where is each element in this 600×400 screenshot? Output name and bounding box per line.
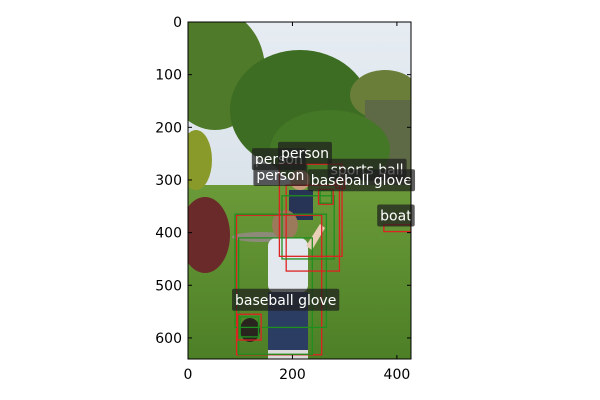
label-person: person	[253, 163, 308, 186]
axes-frame	[187, 21, 412, 360]
label-background	[277, 141, 332, 164]
y-tick-label: 400	[155, 226, 182, 242]
yellow-bush	[188, 130, 212, 190]
near-child-head	[272, 210, 298, 240]
red-hedge	[188, 197, 230, 273]
y-tick-label: 600	[155, 331, 182, 347]
label-baseball-glove: baseball glove	[232, 288, 340, 311]
label-text: person	[256, 168, 304, 184]
y-axis: 0 100 200 300 400 500 600	[155, 15, 411, 347]
label-text: person	[281, 146, 329, 162]
y-tick-label: 200	[155, 120, 182, 136]
near-child-arm	[306, 224, 325, 250]
y-tick-label: 300	[155, 173, 182, 189]
bbox-baseball-glove	[239, 316, 260, 338]
x-tick-label: 200	[279, 367, 306, 383]
y-tick-label: 0	[173, 15, 182, 31]
label-background	[377, 204, 415, 227]
y-tick-label: 100	[155, 68, 182, 84]
near-child-shirt	[268, 238, 308, 293]
bbox-person	[278, 163, 343, 257]
near-glove	[240, 318, 260, 342]
x-tick-label: 0	[184, 367, 193, 383]
y-tick-label: 500	[155, 278, 182, 294]
label-text: baseball glove	[311, 173, 412, 189]
label-person: person	[277, 141, 332, 164]
bbox-person	[281, 195, 335, 260]
label-text: boat	[380, 209, 412, 225]
detection-labels: personpersonpersonsports ballbaseball gl…	[232, 141, 416, 311]
x-axis: 0 200 400	[184, 22, 411, 383]
label-background	[307, 169, 416, 192]
label-background	[232, 288, 340, 311]
bbox-person	[234, 213, 328, 329]
x-tick-label: 400	[384, 367, 411, 383]
label-baseball-glove: baseball glove	[307, 169, 416, 192]
label-background	[253, 163, 308, 186]
label-boat: boat	[377, 204, 415, 227]
label-text: baseball glove	[235, 293, 336, 309]
bbox-baseball-glove	[236, 313, 262, 341]
